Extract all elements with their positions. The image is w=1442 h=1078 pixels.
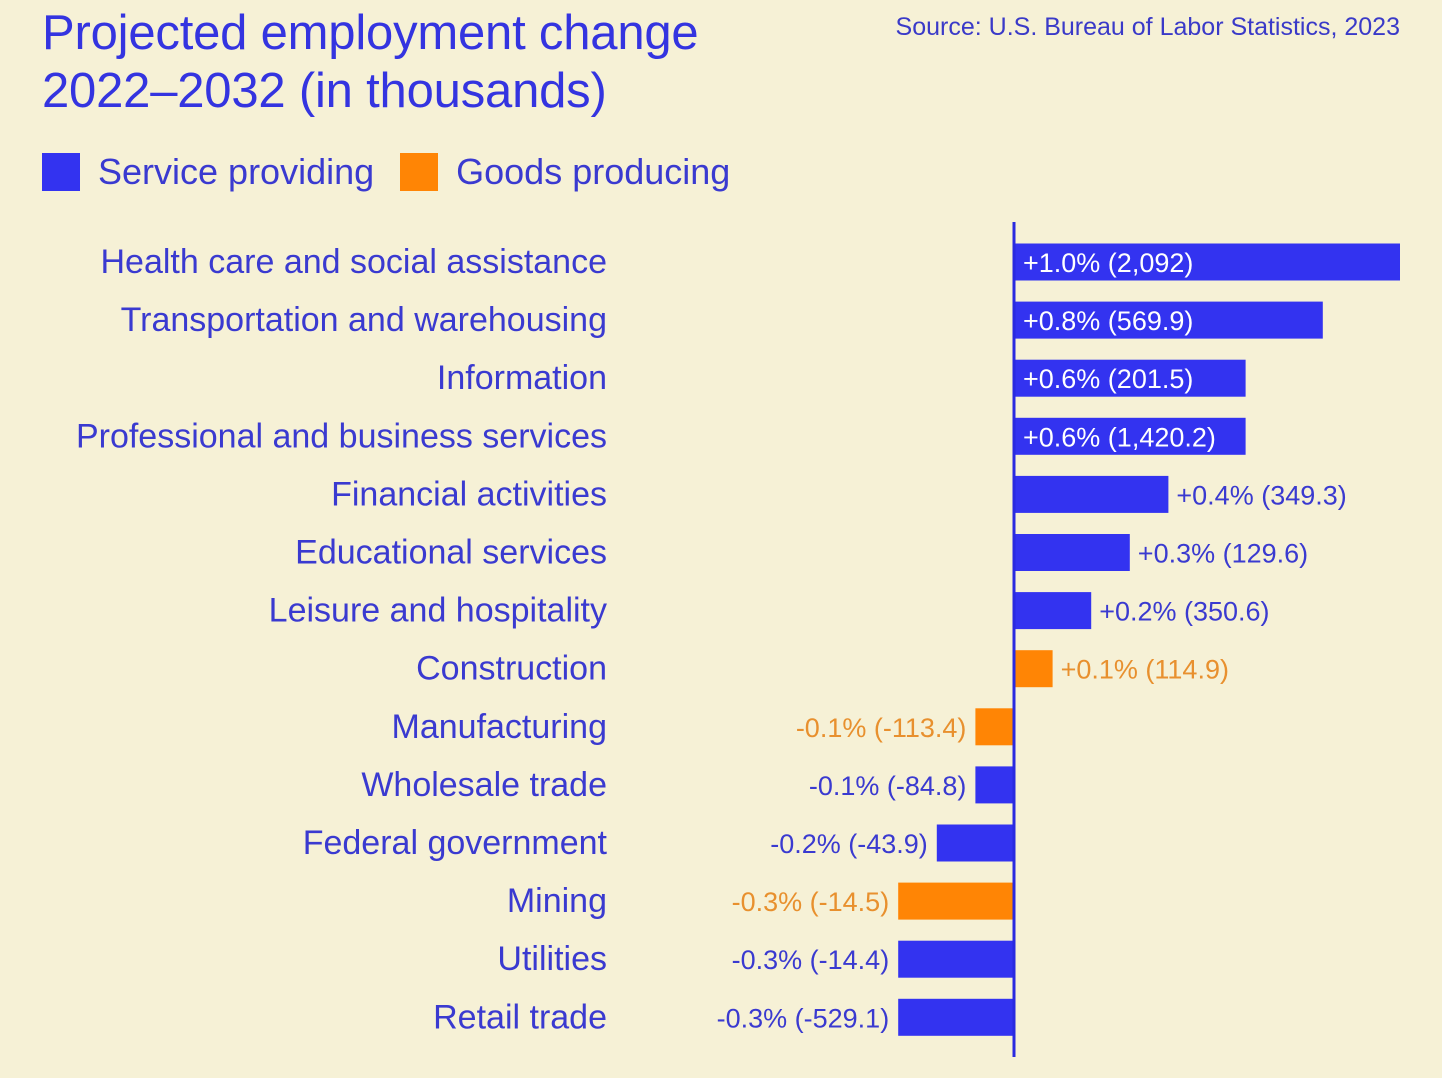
bar xyxy=(1014,475,1169,513)
category-label: Mining xyxy=(507,882,607,920)
chart-title: Projected employment change 2022–2032 (i… xyxy=(42,6,699,118)
value-label: +0.3% (129.6) xyxy=(1138,539,1308,569)
category-label: Manufacturing xyxy=(392,708,607,746)
bar xyxy=(1014,534,1130,571)
bar xyxy=(1014,359,1246,397)
value-label: -0.3% (-14.4) xyxy=(732,945,890,975)
value-label: -0.1% (-84.8) xyxy=(809,771,967,801)
bar xyxy=(898,882,1014,920)
legend-label-service: Service providing xyxy=(98,151,375,192)
category-label: Health care and social assistance xyxy=(101,243,608,281)
value-label: +1.0% (2,092) xyxy=(1023,248,1193,278)
value-label: +0.6% (201.5) xyxy=(1023,364,1193,394)
legend-item-service: Service providing xyxy=(42,151,374,193)
value-label: +0.2% (350.6) xyxy=(1099,597,1269,627)
value-label: +0.8% (569.9) xyxy=(1023,306,1193,336)
category-label: Leisure and hospitality xyxy=(269,592,607,630)
category-label: Professional and business services xyxy=(76,417,607,455)
category-label: Financial activities xyxy=(331,475,607,513)
bar xyxy=(936,824,1014,862)
legend: Service providing Goods producing xyxy=(42,151,740,193)
category-label: Wholesale trade xyxy=(361,766,607,804)
legend-item-goods: Goods producing xyxy=(400,151,730,193)
value-label: +0.6% (1,420.2) xyxy=(1023,422,1216,452)
category-label: Educational services xyxy=(295,534,607,572)
source-note: Source: U.S. Bureau of Labor Statistics,… xyxy=(895,13,1400,41)
value-label: -0.2% (-43.9) xyxy=(770,829,928,859)
category-label: Federal government xyxy=(303,824,608,862)
bar xyxy=(1014,243,1400,281)
legend-label-goods: Goods producing xyxy=(456,151,731,192)
legend-swatch-goods xyxy=(400,153,439,191)
bar xyxy=(1014,301,1323,339)
value-label: -0.1% (-113.4) xyxy=(796,713,967,743)
category-label: Retail trade xyxy=(433,998,607,1036)
category-label: Construction xyxy=(416,650,607,688)
bar xyxy=(898,998,1014,1036)
bar xyxy=(1014,417,1246,455)
category-label: Utilities xyxy=(497,940,607,978)
value-label: -0.3% (-14.5) xyxy=(732,887,890,917)
bar xyxy=(975,766,1014,804)
value-label: +0.4% (349.3) xyxy=(1176,480,1346,510)
value-label: +0.1% (114.9) xyxy=(1061,655,1229,685)
bar xyxy=(898,940,1014,978)
legend-swatch-service xyxy=(42,153,80,191)
bar xyxy=(975,708,1014,746)
category-label: Information xyxy=(437,359,607,397)
value-label: -0.3% (-529.1) xyxy=(717,1003,890,1033)
bar xyxy=(1014,592,1092,630)
category-label: Transportation and warehousing xyxy=(121,301,607,339)
bar xyxy=(1014,650,1053,688)
